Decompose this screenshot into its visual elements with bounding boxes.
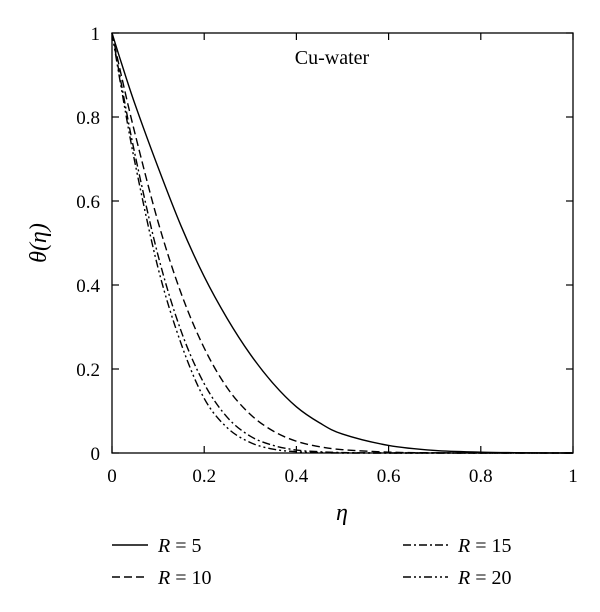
- series-line-2: [111, 32, 573, 454]
- x-tick-label: 0.8: [469, 466, 493, 487]
- y-axis-title: θ(η): [26, 223, 52, 263]
- y-tick-label: 0.8: [76, 108, 100, 129]
- x-tick-label: 0: [107, 466, 117, 487]
- legend: R = 5 R = 10 R = 15 R = 20: [112, 535, 512, 589]
- x-tick-label: 0.4: [285, 466, 309, 487]
- y-tick-label: 0.2: [76, 360, 100, 381]
- series-line-1: [111, 32, 574, 454]
- legend-label-r10: R = 10: [157, 567, 212, 589]
- x-tick-label: 0.2: [192, 466, 216, 487]
- legend-label-r20: R = 20: [457, 567, 512, 589]
- x-tick-label: 0.6: [377, 466, 401, 487]
- annotation-label: Cu-water: [295, 47, 370, 69]
- x-tick-label: 1: [568, 466, 578, 487]
- plot-frame: [111, 32, 574, 454]
- series-line-4: [111, 32, 573, 454]
- y-tick-label: 0.6: [76, 192, 100, 213]
- y-tick-label: 0.4: [76, 276, 100, 297]
- axis-ticks: [111, 32, 574, 454]
- legend-label-r15: R = 15: [457, 535, 512, 557]
- axis-tick-labels: 0 0.2 0.4 0.6 0.8 1 0 0.2 0.4 0.6 0.8 1: [76, 24, 578, 487]
- series-line-3: [111, 32, 573, 454]
- y-tick-label: 1: [91, 24, 101, 45]
- x-axis-title: η: [336, 500, 348, 526]
- y-tick-label: 0: [91, 444, 101, 465]
- series-lines: [111, 32, 574, 454]
- legend-label-r5: R = 5: [157, 535, 202, 557]
